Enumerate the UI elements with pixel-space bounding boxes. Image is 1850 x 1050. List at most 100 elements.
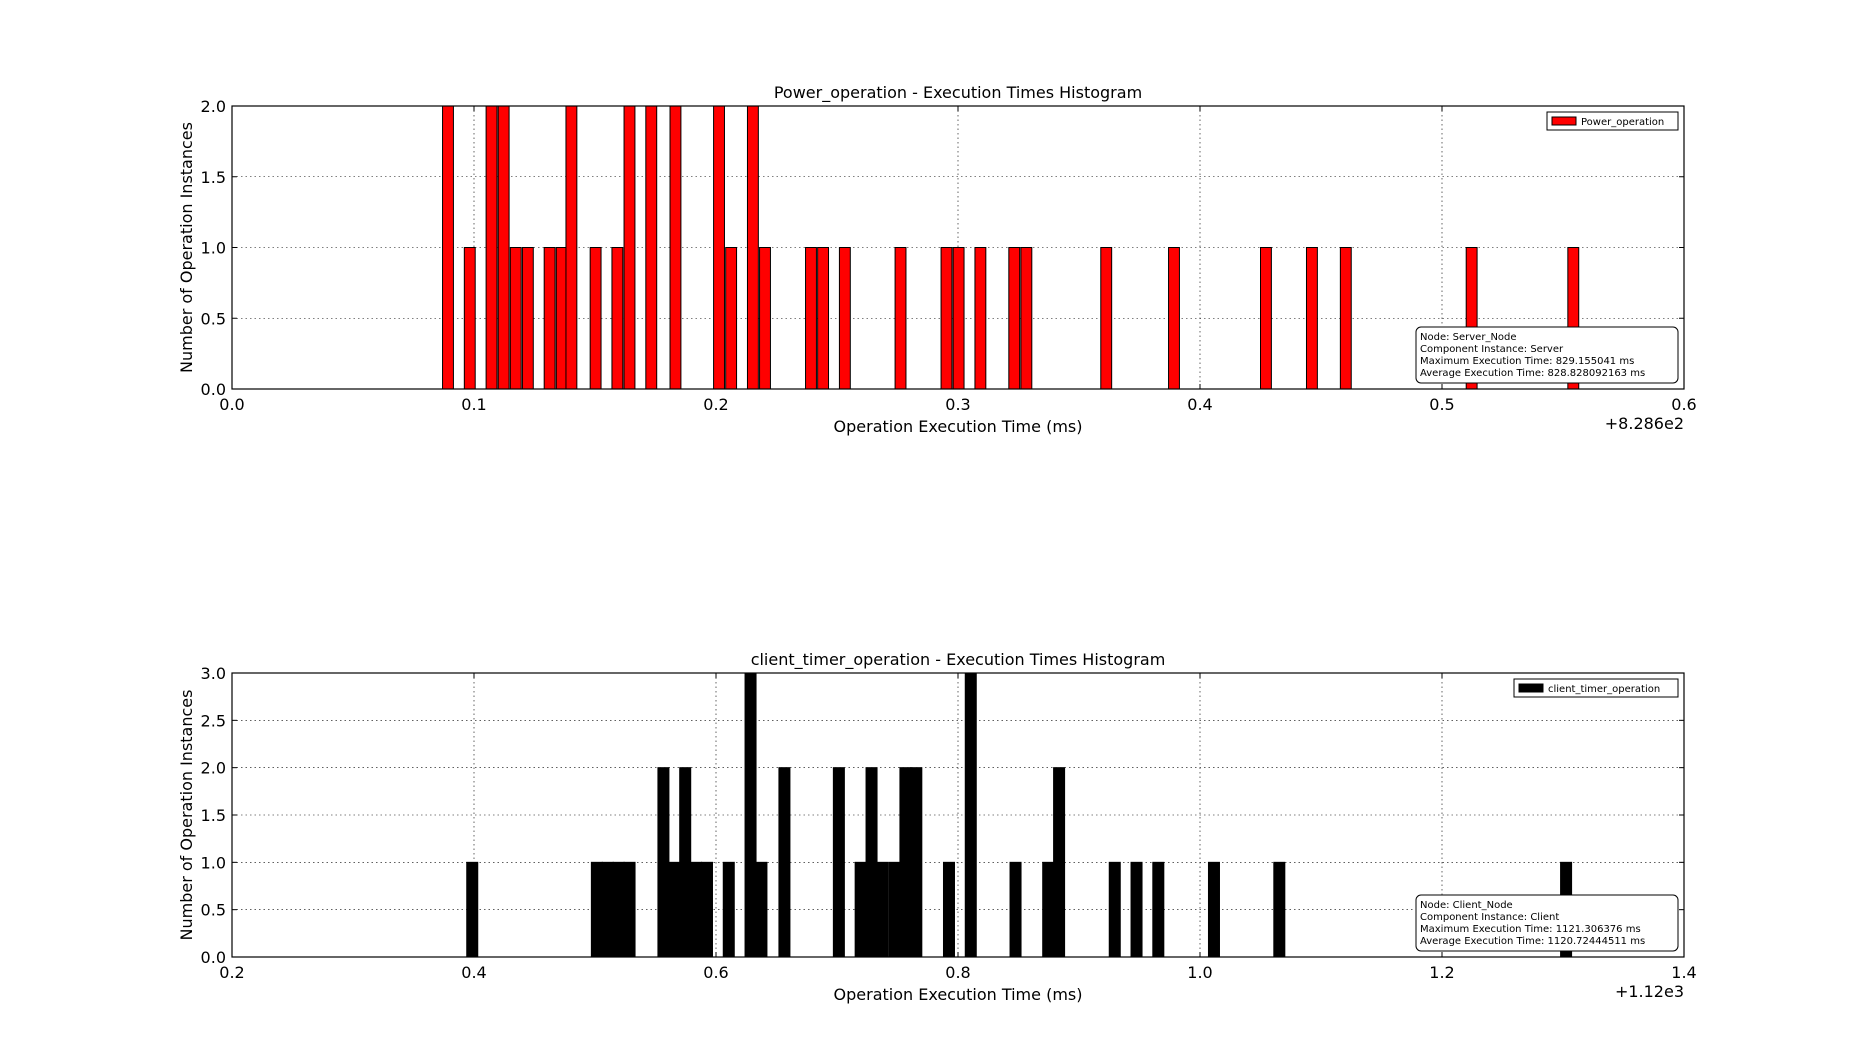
info-box-line: Component Instance: Client [1420,912,1559,923]
y-tick-label: 2.5 [201,711,226,730]
histogram-bar [1130,861,1143,958]
histogram-bar [601,861,614,958]
histogram-bar [888,861,901,958]
histogram-bar [1260,247,1272,390]
y-tick-label: 0.5 [201,901,226,920]
x-tick-label: 0.0 [219,395,244,414]
x-tick-label: 1.0 [1187,963,1212,982]
histogram-bar [832,767,845,958]
legend-label: client_timer_operation [1548,684,1660,695]
histogram-bar [657,767,670,958]
x-offset-label: +8.286e2 [1605,414,1684,433]
histogram-bar [565,105,578,390]
histogram-bar [466,861,479,958]
histogram-bar [854,861,867,958]
histogram-bar [1168,247,1180,390]
histogram-bar [668,861,681,958]
histogram-bar [623,861,636,958]
axes-frame [231,105,1685,390]
histogram-bar [894,247,907,390]
histogram-bar [1053,767,1066,958]
histogram-bar [679,767,692,958]
histogram-bar [910,767,923,958]
x-tick-label: 0.2 [703,395,728,414]
histogram-bar [590,861,603,958]
x-offset-label: +1.12e3 [1615,982,1684,1001]
subplot-1: Power_operation - Execution Times Histog… [177,83,1697,436]
y-tick-label: 2.0 [201,759,226,778]
histogram-bar [1042,861,1055,958]
histogram-bar [778,767,791,958]
histogram-bar [713,105,725,390]
y-axis-label: Number of Operation Instances [177,690,196,941]
histogram-bar [725,247,738,390]
info-box-line: Node: Client_Node [1420,900,1513,911]
x-tick-label: 0.1 [461,395,486,414]
y-tick-label: 2.0 [201,97,226,116]
histogram-bar [1100,247,1113,390]
axes-frame [231,672,1685,958]
info-box-line: Average Execution Time: 1120.72444511 ms [1420,936,1645,947]
histogram-bar [1152,861,1165,958]
y-tick-label: 0.0 [201,380,226,399]
histogram-bar [746,105,759,390]
y-tick-label: 1.5 [201,806,226,825]
histogram-bar [1273,861,1286,958]
histogram-bar [759,247,771,390]
histogram-bar [623,105,636,390]
legend-box [1546,111,1679,131]
histogram-bar [817,247,830,390]
histogram-bar [805,247,817,390]
histogram-bar [942,861,955,958]
x-tick-label: 0.6 [703,963,728,982]
histogram-bar [1108,861,1121,958]
legend-label: Power_operation [1581,117,1664,128]
histogram-bar [497,105,510,390]
info-box-line: Node: Server_Node [1420,332,1517,343]
y-tick-label: 1.5 [201,168,226,187]
histogram-bar [611,247,624,390]
legend-box [1513,678,1679,698]
info-box-line: Component Instance: Server [1420,344,1564,355]
chart-title: client_timer_operation - Execution Times… [751,650,1166,670]
histogram-bar [722,861,735,958]
histogram-bar [876,861,889,958]
histogram-bar [1339,247,1352,390]
histogram-bar [865,767,878,958]
x-tick-label: 1.2 [1429,963,1454,982]
legend-swatch [1518,683,1544,693]
histogram-bar [838,247,851,390]
x-tick-label: 0.3 [945,395,970,414]
histogram-bar [1008,247,1021,390]
histogram-bar [974,247,987,390]
histogram-bar [940,247,953,390]
info-box [1415,326,1679,384]
histogram-bar [509,247,522,390]
y-tick-label: 3.0 [201,664,226,683]
histogram-bar [755,861,768,958]
x-tick-label: 0.5 [1429,395,1454,414]
info-box-line: Average Execution Time: 828.828092163 ms [1420,368,1645,379]
y-tick-label: 0.0 [201,948,226,967]
x-axis-label: Operation Execution Time (ms) [834,417,1083,436]
x-tick-label: 0.2 [219,963,244,982]
y-axis-label: Number of Operation Instances [177,122,196,373]
y-tick-label: 1.0 [201,239,226,258]
x-axis-label: Operation Execution Time (ms) [834,985,1083,1004]
histogram-bar [612,861,625,958]
histogram-bar [744,672,757,958]
histogram-bar [899,767,912,958]
histogram-bar [964,672,977,958]
info-box [1415,894,1679,952]
histogram-bar [1305,247,1318,390]
histogram-bar [1207,861,1220,958]
histogram-bar [669,105,682,390]
legend-swatch [1551,116,1577,126]
histogram-bar [521,247,534,390]
histogram-bar [700,861,713,958]
histogram-bar [952,247,965,390]
subplot-2: client_timer_operation - Execution Times… [177,650,1697,1004]
x-tick-label: 0.4 [461,963,486,982]
x-tick-label: 0.4 [1187,395,1212,414]
